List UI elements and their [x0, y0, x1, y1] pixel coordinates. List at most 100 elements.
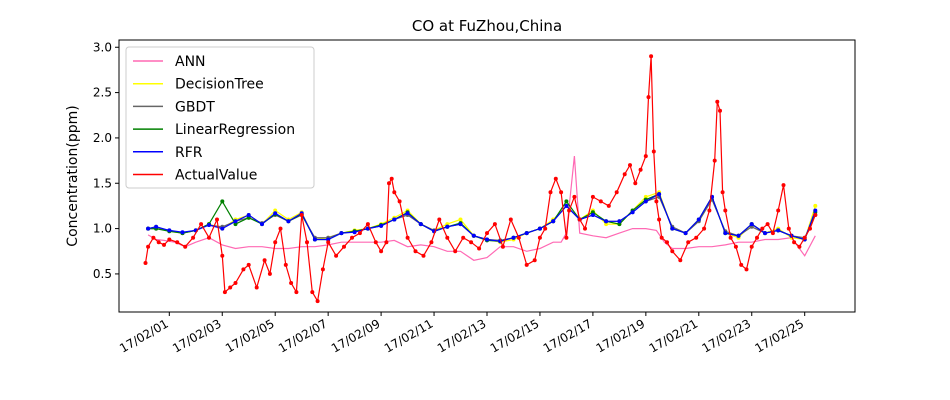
data-point: [665, 240, 669, 245]
legend-label-rfr: RFR: [175, 145, 203, 161]
data-point: [712, 158, 717, 163]
data-point: [260, 222, 264, 227]
chart-title: CO at FuZhou,China: [412, 17, 562, 35]
data-point: [471, 233, 476, 238]
data-point: [352, 230, 357, 235]
data-point: [792, 240, 797, 245]
series-line-rfr: [147, 193, 816, 242]
data-point: [598, 199, 603, 204]
data-point: [654, 199, 659, 204]
data-point: [646, 95, 651, 100]
data-point: [670, 226, 675, 231]
data-point: [342, 244, 346, 249]
data-point: [604, 219, 609, 224]
data-point: [651, 149, 656, 154]
data-point: [643, 199, 648, 204]
data-point: [365, 222, 370, 227]
data-point: [781, 183, 786, 188]
data-point: [492, 222, 497, 227]
data-point: [220, 226, 225, 231]
data-point: [813, 203, 818, 208]
data-point: [630, 210, 635, 215]
data-point: [720, 190, 725, 195]
data-point: [405, 211, 410, 216]
data-point: [548, 190, 553, 195]
data-point: [445, 224, 450, 229]
data-point: [564, 235, 569, 240]
legend-label-decisiontree: DecisionTree: [175, 77, 264, 93]
data-point: [694, 235, 699, 240]
y-tick-label: 1.0: [93, 222, 112, 236]
data-point: [617, 219, 622, 224]
data-point: [167, 237, 172, 242]
data-point: [267, 271, 272, 276]
legend-label-linearregression: LinearRegression: [175, 122, 295, 138]
y-tick-label: 0.5: [93, 267, 112, 281]
data-point: [564, 203, 569, 208]
series-line-ann: [147, 156, 816, 261]
data-point: [154, 224, 159, 229]
legend-label-gbdt: GBDT: [175, 99, 215, 115]
data-point: [437, 217, 442, 222]
data-point: [389, 176, 394, 181]
data-point: [524, 262, 529, 267]
data-point: [813, 213, 818, 217]
y-axis-label: Concentration(ppm): [65, 105, 81, 246]
data-point: [715, 99, 720, 104]
data-point: [508, 217, 513, 222]
data-point: [162, 242, 166, 247]
data-point: [254, 285, 259, 290]
data-point: [191, 235, 196, 240]
data-point: [485, 231, 489, 236]
data-point: [286, 219, 291, 224]
data-point: [143, 261, 148, 265]
data-point: [572, 194, 577, 199]
data-point: [755, 235, 759, 240]
data-point: [246, 262, 251, 267]
data-point: [421, 253, 426, 258]
data-point: [808, 226, 812, 231]
data-point: [413, 249, 418, 254]
data-point: [262, 258, 267, 263]
data-point: [733, 244, 738, 249]
data-point: [638, 167, 643, 172]
data-point: [551, 219, 556, 224]
data-point: [384, 240, 389, 245]
legend-items: ANN DecisionTree GBDT LinearRegression RFR Ac…: [133, 54, 295, 184]
data-point: [622, 172, 627, 177]
data-point: [723, 231, 728, 236]
data-point: [786, 226, 791, 231]
data-point: [350, 235, 354, 240]
data-point: [233, 219, 238, 224]
data-point: [339, 231, 344, 236]
data-point: [657, 217, 662, 222]
legend-box: [125, 46, 315, 189]
data-point: [537, 235, 542, 240]
data-point: [167, 228, 172, 233]
data-point: [702, 226, 707, 231]
data-point: [453, 249, 458, 254]
data-point: [516, 235, 521, 240]
data-point: [559, 190, 564, 195]
data-point: [175, 240, 180, 245]
data-point: [606, 203, 611, 208]
data-point: [241, 267, 246, 272]
y-tick-label: 2.5: [93, 86, 112, 100]
data-point: [813, 208, 818, 213]
data-point: [728, 235, 733, 240]
data-point: [590, 194, 595, 199]
data-point: [220, 199, 225, 204]
data-point: [797, 244, 802, 249]
data-point: [429, 240, 434, 245]
data-point: [246, 213, 251, 217]
data-point: [604, 222, 609, 227]
data-point: [418, 222, 423, 227]
data-point: [458, 222, 463, 227]
data-point: [614, 190, 619, 195]
series-ann: [147, 156, 816, 261]
data-point: [628, 163, 632, 168]
data-point: [392, 190, 397, 195]
data-point: [199, 222, 204, 227]
data-point: [485, 237, 489, 242]
